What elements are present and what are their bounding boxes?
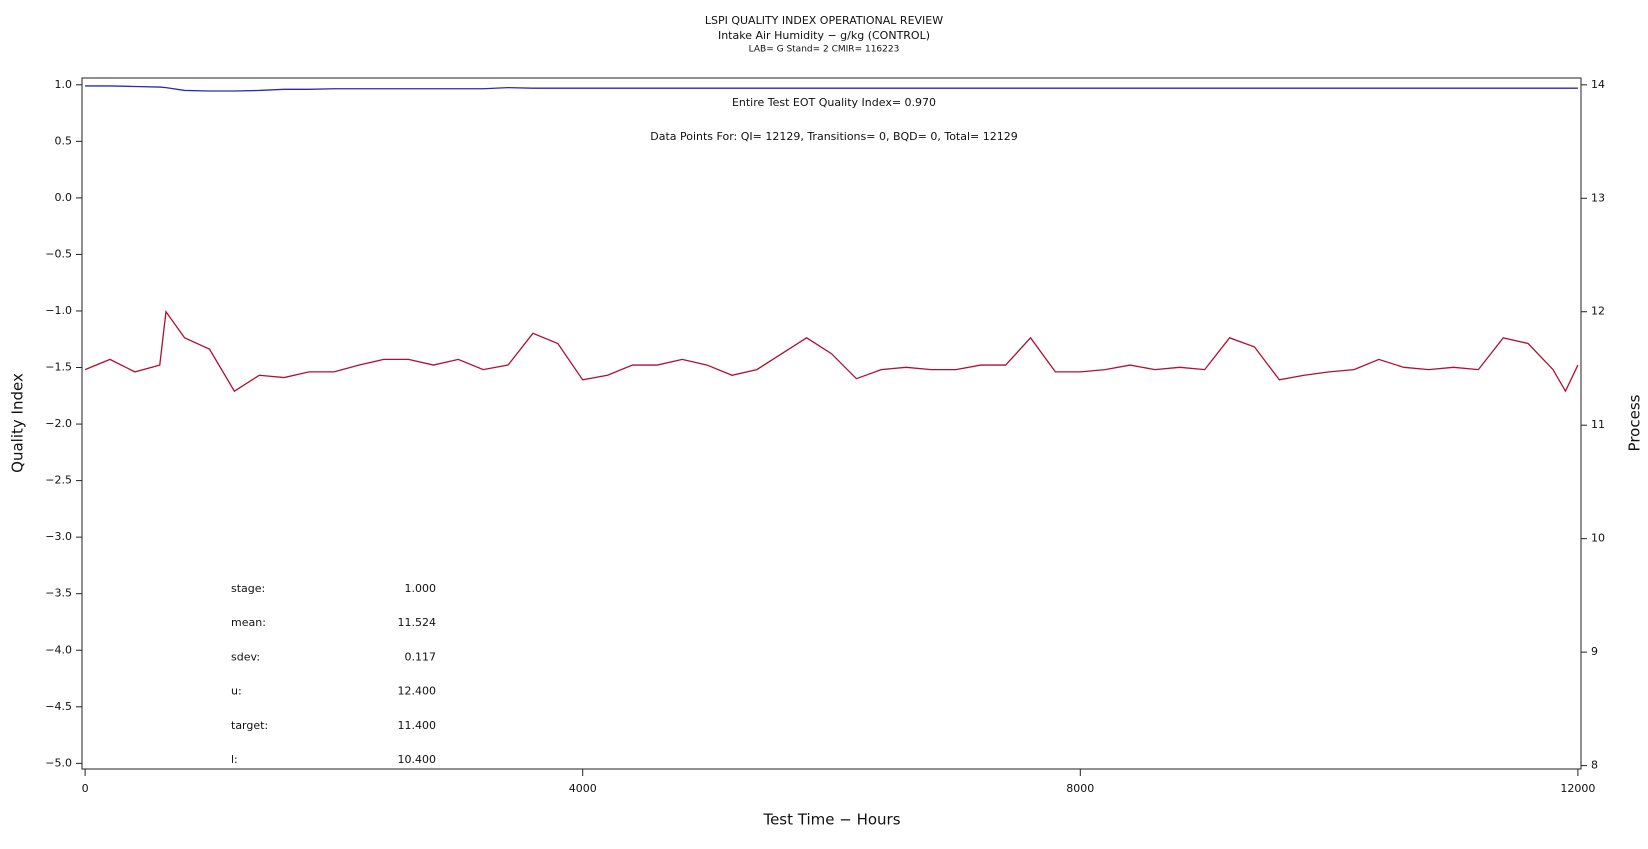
- y2-tick-label: 10: [1591, 532, 1605, 545]
- x-tick-label: 8000: [1066, 782, 1094, 795]
- y2-tick-label: 11: [1591, 418, 1605, 431]
- y2-tick-label: 8: [1591, 759, 1598, 772]
- chart-subtitle-2: LAB= G Stand= 2 CMIR= 116223: [749, 45, 900, 55]
- y-tick-label: −1.0: [45, 304, 72, 317]
- stat-label: target:: [231, 719, 268, 732]
- y-tick-label: −3.0: [45, 530, 72, 543]
- chart-subtitle: Intake Air Humidity − g/kg (CONTROL): [718, 29, 930, 42]
- y2-axis-label: Process: [1626, 394, 1644, 451]
- stat-value: 12.400: [398, 685, 437, 698]
- stat-value: 10.400: [398, 753, 437, 766]
- annotation: Data Points For: QI= 12129, Transitions=…: [650, 130, 1018, 143]
- stat-label: u:: [231, 685, 242, 698]
- y-tick-label: −2.0: [45, 417, 72, 430]
- y-tick-label: 0.5: [55, 134, 73, 147]
- x-tick-label: 4000: [569, 782, 597, 795]
- series-line: [85, 85, 1578, 92]
- y-tick-label: 0.0: [55, 191, 73, 204]
- x-tick-label: 0: [82, 782, 89, 795]
- stat-label: sdev:: [231, 650, 260, 663]
- stat-value: 11.400: [398, 719, 437, 732]
- y-tick-label: −0.5: [45, 247, 72, 260]
- plot-frame: [81, 77, 1582, 770]
- y-tick-label: −3.5: [45, 587, 72, 600]
- x-axis-label: Test Time − Hours: [762, 811, 900, 829]
- y-tick-label: −4.5: [45, 700, 72, 713]
- series-line: [84, 309, 1579, 393]
- stat-value: 0.117: [405, 650, 437, 663]
- stat-value: 11.524: [398, 616, 437, 629]
- y-axis-label: Quality Index: [9, 373, 27, 473]
- y-tick-label: 1.0: [55, 78, 73, 91]
- y2-tick-label: 13: [1591, 191, 1605, 204]
- x-tick-label: 12000: [1560, 782, 1595, 795]
- y2-tick-label: 9: [1591, 645, 1598, 658]
- y-tick-label: −2.5: [45, 474, 72, 487]
- stat-label: stage:: [231, 582, 265, 595]
- y-tick-label: −5.0: [45, 756, 72, 769]
- chart-title: LSPI QUALITY INDEX OPERATIONAL REVIEW: [705, 14, 943, 27]
- stat-value: 1.000: [405, 582, 437, 595]
- y-tick-label: −1.5: [45, 361, 72, 374]
- y2-tick-label: 12: [1591, 305, 1605, 318]
- stat-label: l:: [231, 753, 238, 766]
- stat-label: mean:: [231, 616, 266, 629]
- y2-tick-label: 14: [1591, 78, 1605, 91]
- annotation: Entire Test EOT Quality Index= 0.970: [732, 96, 936, 109]
- y-tick-label: −4.0: [45, 643, 72, 656]
